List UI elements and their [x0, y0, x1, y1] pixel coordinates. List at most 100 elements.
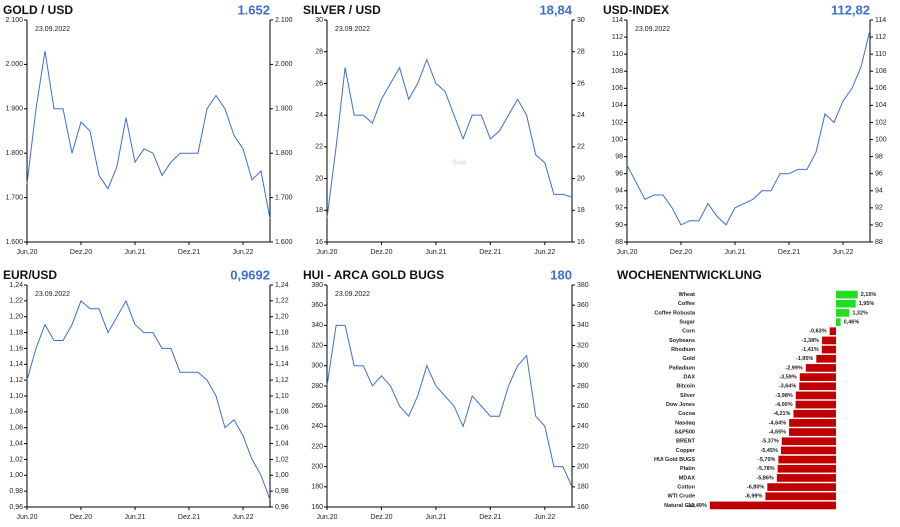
y2-tick-label: 94	[875, 188, 883, 195]
y2-tick-label: 2.100	[275, 17, 293, 24]
category-label: Palladium	[669, 365, 695, 371]
date-label: 23.09.2022	[35, 291, 70, 298]
bar	[805, 364, 836, 372]
y2-tick-label: 180	[577, 484, 589, 491]
category-label: Cotton	[677, 485, 695, 491]
y2-tick-label: 1,00	[275, 472, 289, 479]
y-tick-label: 320	[311, 342, 323, 349]
x-tick-label: Dez.21	[178, 249, 200, 256]
y2-tick-label: 1,24	[275, 282, 289, 289]
category-label: Coffee	[678, 301, 695, 307]
x-tick-label: Jun.21	[124, 514, 145, 521]
value-label: -6,80%	[747, 485, 765, 491]
bar	[709, 501, 836, 510]
value-label: -4,64%	[769, 420, 787, 426]
y-tick-label: 160	[311, 504, 323, 511]
date-label: 23.09.2022	[335, 26, 370, 33]
y-tick-label: 1,08	[9, 409, 23, 416]
y-tick-label: 1.700	[5, 194, 23, 201]
y2-tick-label: 0,98	[275, 488, 289, 495]
y-tick-label: 1,04	[9, 440, 23, 447]
bar	[765, 492, 836, 501]
price-line	[326, 58, 573, 219]
y2-tick-label: 108	[875, 68, 887, 75]
x-tick-label: Jun.21	[724, 249, 745, 256]
y-tick-label: 1,06	[9, 425, 23, 432]
current-value: 1.652	[237, 2, 270, 17]
y2-tick-label: 2.000	[275, 61, 293, 68]
y2-tick-label: 280	[577, 383, 589, 390]
bar	[777, 464, 836, 473]
y2-tick-label: 20	[577, 175, 585, 182]
bar	[821, 345, 836, 354]
y-tick-label: 1,20	[9, 314, 23, 321]
chart-title: WOCHENENTWICKLUNG	[617, 268, 762, 282]
x-tick-label: Jun.20	[16, 514, 37, 521]
y-tick-label: 22	[315, 144, 323, 151]
y2-tick-label: 30	[577, 17, 585, 24]
y2-tick-label: 1,18	[275, 329, 289, 336]
y2-tick-label: 1,06	[275, 425, 289, 432]
x-tick-label: Dez.21	[178, 514, 200, 521]
y-tick-label: 360	[311, 302, 323, 309]
bar	[829, 327, 836, 336]
y2-tick-label: 1,20	[275, 314, 289, 321]
y2-tick-label: 160	[577, 504, 589, 511]
bar	[778, 455, 836, 464]
y2-tick-label: 1,10	[275, 393, 289, 400]
category-label: Natural Gas	[664, 503, 695, 509]
y-tick-label: 88	[615, 239, 623, 246]
y2-tick-label: 1,14	[275, 361, 289, 368]
x-tick-label: Jun.22	[232, 249, 253, 256]
y2-tick-label: 0,96	[275, 504, 289, 511]
y2-tick-label: 26	[577, 80, 585, 87]
watermark: Solit	[453, 159, 466, 167]
y-tick-label: 380	[311, 282, 323, 289]
category-label: Rhodium	[671, 347, 695, 353]
category-label: Nasdaq	[675, 420, 695, 426]
y2-tick-label: 96	[875, 171, 883, 178]
date-label: 23.09.2022	[35, 26, 70, 33]
category-label: MDAX	[679, 475, 696, 481]
y2-tick-label: 104	[875, 102, 887, 109]
y2-tick-label: 340	[577, 322, 589, 329]
y-tick-label: 1,02	[9, 456, 23, 463]
y2-tick-label: 112	[875, 34, 886, 41]
chart-title: USD-INDEX	[603, 3, 669, 17]
x-tick-label: Dez.20	[70, 514, 92, 521]
y2-tick-label: 88	[875, 239, 883, 246]
bar	[767, 483, 836, 491]
y-tick-label: 92	[615, 205, 623, 212]
value-label: -4,21%	[773, 411, 791, 417]
price-line	[626, 29, 871, 226]
bar	[799, 373, 836, 381]
y2-tick-label: 114	[875, 17, 886, 24]
category-label: Platin	[680, 466, 696, 472]
bar	[836, 309, 850, 317]
x-tick-label: Dez.21	[479, 514, 501, 521]
bar	[836, 299, 856, 308]
category-label: Gold	[682, 356, 695, 362]
value-label: -1,38%	[802, 338, 820, 344]
value-label: -1,41%	[801, 347, 819, 353]
y2-tick-label: 106	[875, 85, 887, 92]
y2-tick-label: 1,04	[275, 440, 289, 447]
value-label: -3,59%	[779, 375, 797, 381]
bar	[789, 428, 836, 436]
x-tick-label: Jun.20	[616, 249, 637, 256]
value-label: 0,46%	[844, 320, 860, 326]
y-tick-label: 1.600	[5, 239, 23, 246]
x-tick-label: Jun.20	[316, 249, 337, 256]
category-label: DAX	[683, 375, 695, 381]
category-label: Corn	[682, 329, 695, 335]
y-tick-label: 1.800	[5, 150, 23, 157]
y-tick-label: 260	[311, 403, 323, 410]
y-tick-label: 112	[612, 34, 623, 41]
y-tick-label: 30	[315, 17, 323, 24]
y2-tick-label: 320	[577, 342, 589, 349]
x-tick-label: Dez.21	[479, 249, 501, 256]
y-tick-label: 340	[311, 322, 323, 329]
y-tick-label: 104	[611, 102, 623, 109]
x-tick-label: Dez.21	[778, 249, 800, 256]
